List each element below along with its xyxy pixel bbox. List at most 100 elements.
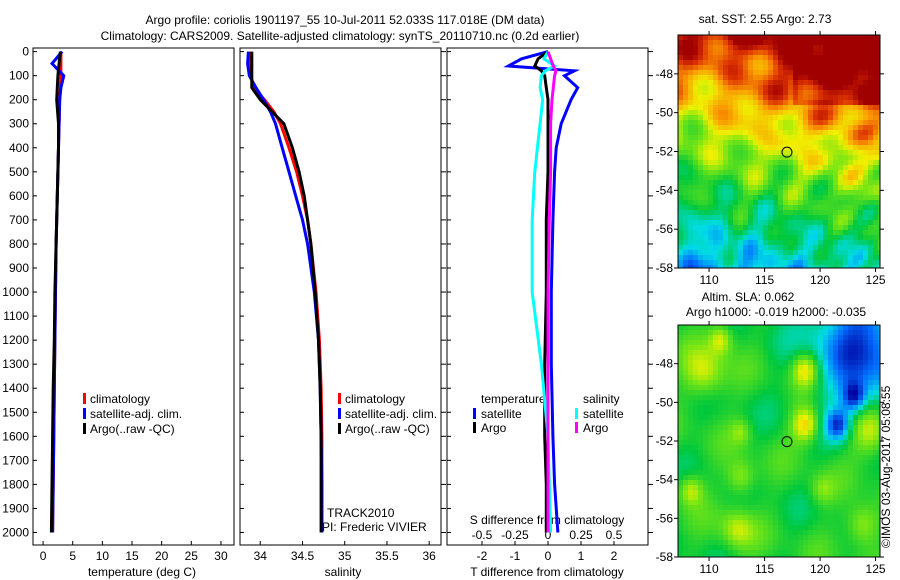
s-tick-label: 0 [545, 528, 552, 542]
legend-label: Argo [481, 421, 507, 435]
lat-tick-label: -48 [656, 357, 674, 371]
legend-label: Argo(..raw -QC) [345, 422, 430, 436]
copyright-text: ©IMOS 03-Aug-2017 05:08:55 [879, 385, 893, 548]
salinity-xlabel: salinity [325, 565, 362, 579]
y-tick-label: 600 [9, 189, 29, 203]
legend-label: Argo(..raw -QC) [90, 422, 175, 436]
lon-tick-label: 115 [755, 562, 774, 576]
legend-label: satellite [481, 407, 522, 421]
lon-tick-label: 125 [866, 562, 886, 576]
legend-swatch [575, 408, 578, 419]
y-tick-label: 0 [22, 45, 29, 59]
series-argo-raw-qc- [49, 51, 62, 533]
lat-tick-label: -58 [656, 550, 674, 564]
y-tick-label: 1100 [3, 309, 29, 323]
legend-swatch [83, 423, 86, 434]
y-tick-label: 500 [9, 165, 29, 179]
lon-tick-label: 120 [810, 562, 830, 576]
y-tick-label: 1600 [2, 429, 29, 443]
legend-swatch [83, 393, 86, 404]
legend-swatch [338, 408, 341, 419]
lat-tick-label: -50 [656, 395, 674, 409]
series-salinity-argo [546, 51, 558, 533]
s-tick-label: -0.5 [472, 528, 493, 542]
legend-label: satellite-adj. clim. [90, 407, 182, 421]
x-tick-label: 34 [254, 549, 268, 563]
lat-tick-label: -56 [656, 222, 674, 236]
x-tick-label: 34.5 [291, 549, 315, 563]
y-tick-label: 1200 [2, 333, 29, 347]
figure-title-line1: Argo profile: coriolis 1901197_55 10-Jul… [146, 13, 545, 27]
legend-swatch [83, 408, 86, 419]
lon-tick-label: 120 [810, 273, 830, 287]
y-tick-label: 100 [9, 69, 29, 83]
figure-title-line2: Climatology: CARS2009. Satellite-adjuste… [101, 29, 580, 43]
y-tick-label: 1500 [2, 405, 29, 419]
lat-tick-label: -54 [656, 473, 674, 487]
difference-profile-panel: -2 -1 0 1 2-0.5 -0.25 0 0.25 0.5satelliteArgosat… [446, 47, 653, 563]
legend-swatch [338, 393, 341, 404]
lat-tick-label: -48 [656, 67, 674, 81]
y-tick-label: 700 [9, 213, 29, 227]
y-tick-label: 200 [9, 93, 29, 107]
y-tick-label: 400 [9, 141, 29, 155]
lat-tick-label: -50 [656, 106, 674, 120]
s-tick-label: 0.25 [569, 528, 593, 542]
pi-annotation: PI: Frederic VIVIER [322, 520, 427, 534]
legend-swatch [575, 422, 578, 433]
salinity-profile-panel: 34 34.5 35 35.5 36 climatologysatellite-adj. … [239, 47, 446, 563]
sst-map-title: sat. SST: 2.55 Argo: 2.73 [699, 12, 832, 26]
sst-map-image [678, 35, 880, 268]
sla-map-title2: Argo h1000: -0.019 h2000: -0.035 [686, 305, 866, 319]
lon-tick-label: 125 [866, 273, 886, 287]
legend-swatch [473, 408, 476, 419]
legend-label: satellite-adj. clim. [345, 407, 437, 421]
legend-swatch [473, 422, 476, 433]
series-salinity-satellite [530, 50, 558, 533]
diff-legend-salinity-heading: salinity [583, 392, 620, 406]
argo-position-marker [781, 146, 793, 158]
x-tick-label: 10 [96, 549, 110, 563]
sla-map-frame [677, 324, 881, 558]
x-tick-label: -2 [477, 549, 488, 563]
track-annotation: TRACK2010 [327, 506, 395, 520]
x-tick-label: 30 [214, 549, 228, 563]
x-tick-label: 0 [40, 549, 47, 563]
y-tick-label: 300 [9, 117, 29, 131]
sst-map-frame [677, 34, 881, 269]
lat-tick-label: -52 [656, 434, 674, 448]
y-tick-label: 1900 [2, 501, 29, 515]
lon-tick-label: 110 [700, 562, 719, 576]
x-tick-label: 1 [578, 549, 585, 563]
t-difference-xlabel: T difference from climatology [470, 565, 624, 579]
series-argo-raw-qc- [250, 51, 323, 533]
y-tick-label: 1000 [2, 285, 29, 299]
lat-tick-label: -52 [656, 145, 674, 159]
legend-label: satellite [583, 407, 624, 421]
temperature-profile-axes-frame [32, 47, 235, 546]
x-tick-label: 36 [422, 549, 436, 563]
lon-tick-label: 110 [700, 273, 719, 287]
legend-swatch [338, 423, 341, 434]
legend-label: climatology [345, 392, 405, 406]
x-tick-label: 25 [185, 549, 199, 563]
y-tick-label: 2000 [2, 525, 29, 539]
legend-label: Argo [583, 421, 609, 435]
lat-tick-label: -56 [656, 511, 674, 525]
x-tick-label: 0 [545, 549, 552, 563]
y-tick-label: 1400 [2, 381, 29, 395]
y-tick-label: 1700 [2, 453, 29, 467]
y-tick-label: 800 [9, 237, 29, 251]
x-tick-label: 2 [611, 549, 618, 563]
legend-label: climatology [90, 392, 150, 406]
series-temperature-satellite [503, 50, 580, 533]
y-tick-label: 1300 [2, 357, 29, 371]
lat-tick-label: -54 [656, 183, 674, 197]
argo-position-marker [781, 436, 793, 448]
diff-legend-temperature-heading: temperature [481, 392, 546, 406]
x-tick-label: 35 [338, 549, 352, 563]
sla-map-image [678, 325, 880, 557]
